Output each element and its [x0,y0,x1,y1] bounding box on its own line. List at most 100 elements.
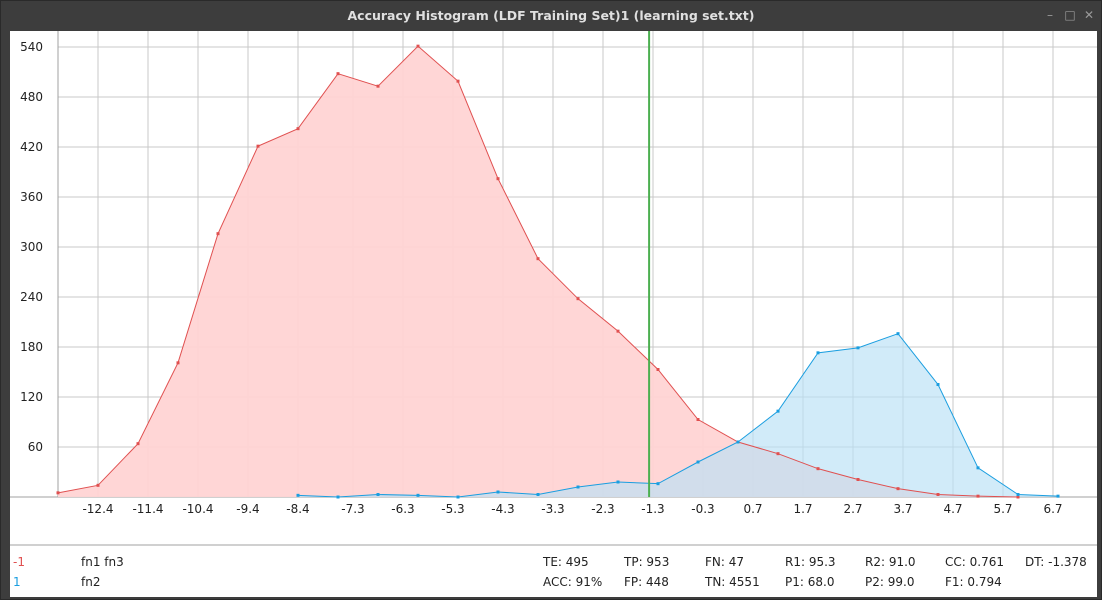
stat-p1: P1: 68.0 [785,575,835,589]
series-point-0 [256,144,260,148]
series-point-1 [336,495,340,499]
stat-fp: FP: 448 [624,575,669,589]
series-point-0 [96,483,100,487]
series-point-1 [616,480,620,484]
legend-features-pos1: fn2 [81,575,101,589]
stat-p2: P2: 99.0 [865,575,915,589]
series-point-1 [736,440,740,444]
x-tick-label: -1.3 [641,502,664,516]
x-tick-label: -4.3 [491,502,514,516]
x-tick-label: -6.3 [391,502,414,516]
series-point-0 [696,418,700,421]
series-point-1 [496,490,500,494]
x-tick-label: -5.3 [441,502,464,516]
series-point-1 [776,409,780,413]
y-tick-label: 60 [28,440,43,454]
x-tick-label: 2.7 [843,502,862,516]
stat-dt: DT: -1.378 [1025,555,1087,569]
y-tick-label: 180 [20,340,43,354]
series-point-1 [296,493,300,497]
series-point-0 [976,494,980,498]
stat-fn: FN: 47 [705,555,745,569]
stat-r1: R1: 95.3 [785,555,836,569]
series-point-1 [416,493,420,497]
stat-tp: TP: 953 [624,555,670,569]
y-tick-label: 240 [20,290,43,304]
y-tick-label: 120 [20,390,43,404]
x-tick-label: -9.4 [236,502,259,516]
series-line-1 [297,333,1059,498]
y-tick-label: 480 [20,90,43,104]
series-area-1 [298,333,1058,497]
x-tick-label: 1.7 [793,502,812,516]
series-point-1 [376,493,380,496]
series-point-0 [136,442,140,446]
series-point-0 [176,361,180,365]
stat-te: TE: 495 [543,555,589,569]
x-tick-label: -7.3 [341,502,364,516]
stat-r2: R2: 91.0 [865,555,916,569]
title-bar[interactable]: Accuracy Histogram (LDF Training Set)1 (… [1,1,1101,31]
x-tick-label: -3.3 [541,502,564,516]
series-point-1 [656,482,660,486]
minimize-icon[interactable]: – [1047,8,1053,22]
legend-label-neg1: -1 [13,555,25,569]
legend-features-neg1: fn1 fn3 [81,555,124,569]
stats-footer: -1 fn1 fn3 1 fn2 TE: 495 TP: 953 FN: 47 … [10,546,1097,597]
x-tick-label: -10.4 [182,502,213,516]
series-point-0 [336,72,340,76]
series-point-0 [416,44,420,48]
x-tick-label: 6.7 [1043,502,1062,516]
series-point-1 [536,493,540,496]
x-tick-label: -12.4 [82,502,113,516]
series-point-1 [816,351,820,355]
window-title: Accuracy Histogram (LDF Training Set)1 (… [347,8,755,23]
series-point-0 [776,452,780,456]
x-tick-label: -2.3 [591,502,614,516]
x-tick-label: 4.7 [943,502,962,516]
x-tick-label: 3.7 [893,502,912,516]
series-point-0 [496,177,500,181]
series-point-0 [576,297,580,301]
series-point-1 [576,485,580,489]
series-point-0 [216,232,220,236]
series-point-0 [1016,495,1020,499]
y-tick-label: 540 [20,40,43,54]
stat-acc: ACC: 91% [543,575,603,589]
series-point-0 [896,487,900,491]
y-tick-label: 360 [20,190,43,204]
series-point-0 [296,127,300,131]
x-tick-label: 0.7 [743,502,762,516]
x-tick-label: -0.3 [691,502,714,516]
maximize-icon[interactable]: □ [1064,8,1076,22]
legend-label-pos1: 1 [13,575,21,589]
series-point-0 [616,329,620,333]
series-point-1 [896,332,900,336]
x-tick-label: -11.4 [132,502,163,516]
series-area-0 [58,46,1018,498]
series-point-0 [816,467,820,471]
series-point-0 [936,493,940,496]
series-point-0 [56,491,60,495]
series-point-0 [536,257,540,261]
chart-area: 60 120 180 240 300 360 420 480 540 -12.4 -11.4 -10.… [10,31,1097,597]
series-point-0 [856,478,860,481]
series-point-1 [456,495,460,499]
series-point-1 [696,460,700,464]
x-tick-label: 5.7 [993,502,1012,516]
series-point-1 [1016,493,1020,496]
stat-cc: CC: 0.761 [945,555,1004,569]
series-point-0 [656,368,660,371]
series-point-0 [456,79,460,83]
series-point-1 [1056,494,1060,498]
series-point-1 [976,466,980,470]
histogram-plot: 60 120 180 240 300 360 420 480 540 -12.4 -11.4 -10.… [10,31,1097,546]
y-tick-label: 300 [20,240,43,254]
series-point-0 [376,84,380,88]
y-tick-label: 420 [20,140,43,154]
stat-tn: TN: 4551 [705,575,760,589]
stat-f1: F1: 0.794 [945,575,1002,589]
series-point-1 [936,383,940,386]
close-icon[interactable]: ✕ [1083,8,1095,22]
